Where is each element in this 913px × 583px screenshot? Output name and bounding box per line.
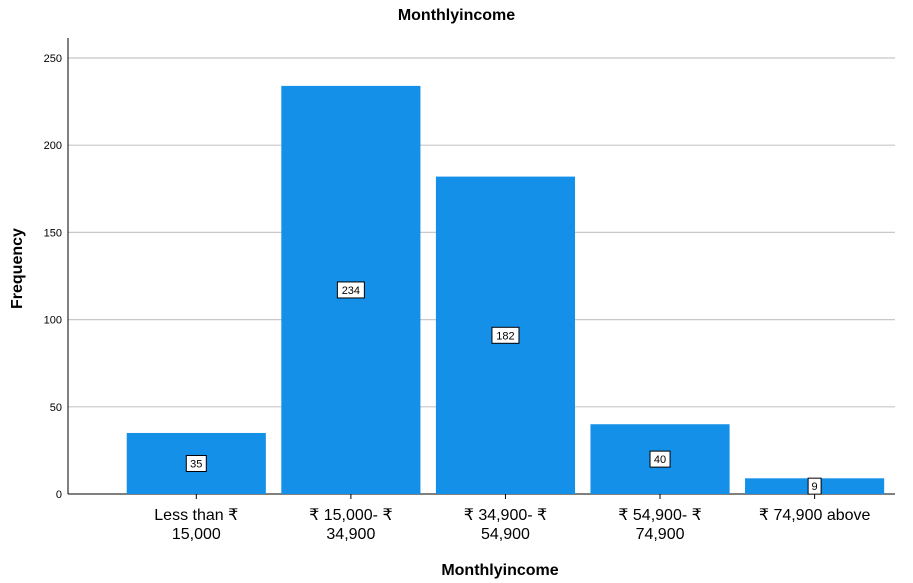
y-tick-label: 50	[50, 402, 62, 414]
chart-title: Monthlyincome	[397, 7, 516, 24]
x-tick-label: 15,000	[172, 526, 221, 543]
x-axis-title: Monthlyincome	[441, 562, 559, 579]
data-label: 35	[190, 458, 202, 470]
data-label-box	[185, 454, 207, 472]
x-tick-label: 54,900	[481, 526, 530, 543]
x-tick-label: ₹ 54,900- ₹	[618, 507, 702, 524]
x-tick-label: Less than ₹	[154, 507, 238, 524]
y-tick-label: 250	[44, 53, 62, 65]
data-label-box	[336, 281, 365, 299]
x-tick-label: ₹ 74,900 above	[759, 507, 871, 524]
y-tick-label: 150	[44, 227, 62, 239]
data-label-box	[649, 450, 671, 468]
data-label: 40	[654, 454, 666, 466]
data-label: 182	[496, 330, 514, 342]
data-label: 9	[812, 481, 818, 493]
x-tick-label: 34,900	[326, 526, 375, 543]
x-tick-label: 74,900	[636, 526, 685, 543]
x-tick-label: ₹ 34,900- ₹	[464, 507, 548, 524]
y-tick-label: 200	[44, 140, 62, 152]
y-tick-label: 100	[44, 315, 62, 327]
data-label-box	[491, 326, 520, 344]
y-tick-label: 0	[56, 489, 62, 501]
x-tick-label: ₹ 15,000- ₹	[309, 507, 393, 524]
data-label: 234	[342, 285, 360, 297]
